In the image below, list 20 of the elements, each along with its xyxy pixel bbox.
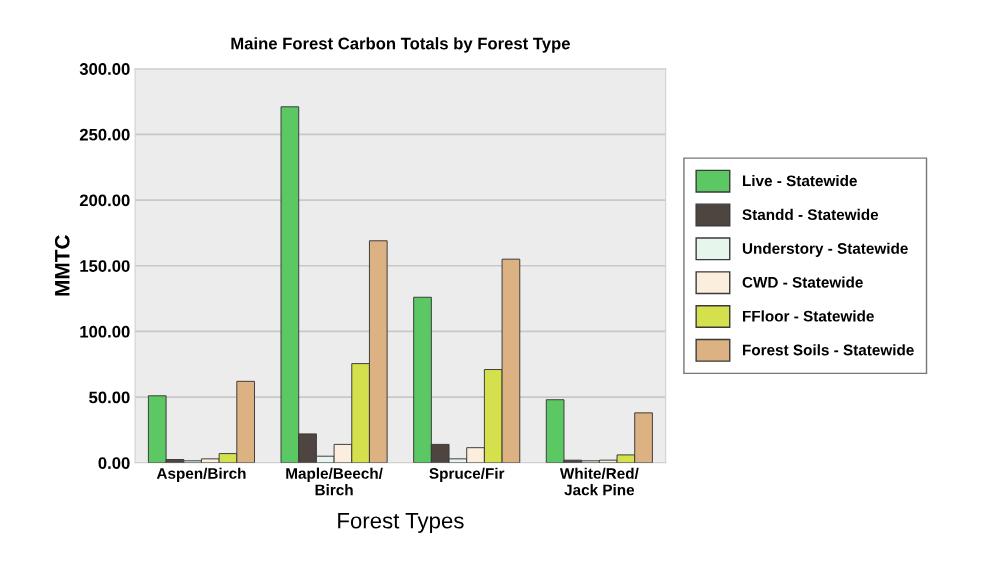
legend-label: Understory - Statewide [742,242,908,257]
legend-label: FFloor - Statewide [742,310,874,322]
x-axis-title: Forest Types [338,513,464,533]
y-tick-label: 250.00 [79,128,130,141]
y-tick-label: 0.00 [98,457,130,469]
legend-label: Standd - Statewide [742,208,879,221]
legend-label: Live - Statewide [742,174,857,187]
y-tick-label: 50.00 [89,391,130,404]
chart-title: Maine Forest Carbon Totals by Forest Type [231,37,570,53]
legend-label: Forest Soils - Statewide [742,344,914,356]
y-tick-label: 150.00 [80,260,130,272]
x-tick-label: Maple/Beech/ Birch [286,467,383,496]
legend-label: CWD - Statewide [742,276,863,288]
y-tick-label: 300.00 [79,63,130,75]
x-tick-label: Spruce/Fir [429,467,505,482]
y-tick-label: 200.00 [79,194,130,207]
y-tick-label: 100.00 [80,325,130,338]
x-tick-label: Aspen/Birch [156,467,246,482]
x-tick-label: White/Red/ Jack Pine [559,467,639,496]
y-axis-title: MMTC [54,235,70,296]
